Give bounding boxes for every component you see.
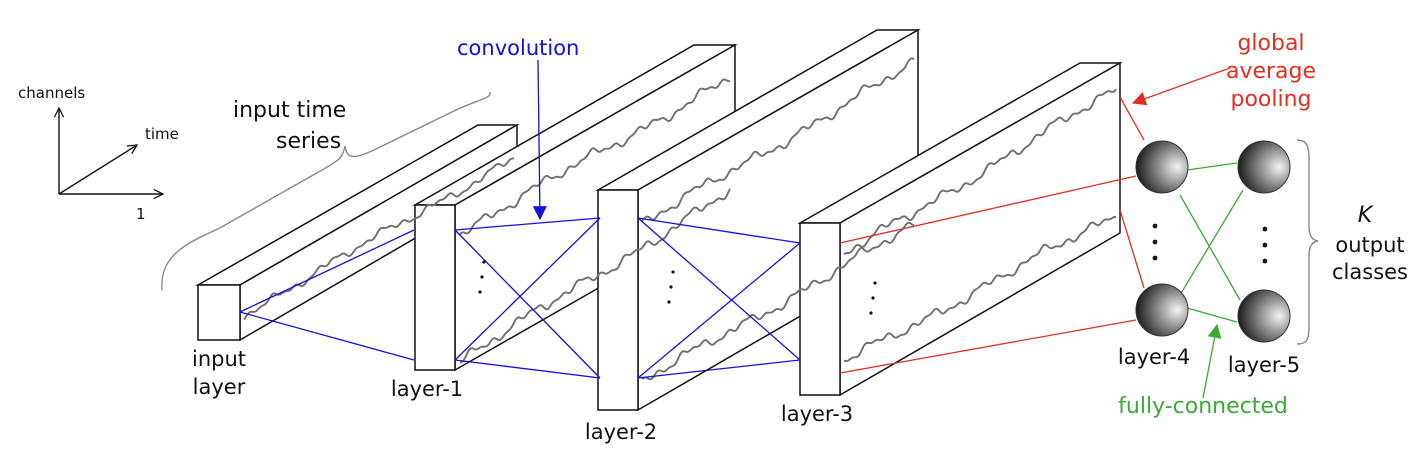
pooling-connections	[839, 96, 1145, 374]
layer-1-label: layer-1	[391, 377, 463, 401]
time-axis-label: time	[145, 125, 179, 143]
layer-3-signal-bottom	[843, 215, 1117, 363]
channels-axis-label: channels	[18, 84, 85, 102]
gap-label-3: pooling	[1230, 87, 1311, 112]
convolution-arrow	[532, 59, 547, 221]
fully-connected-connections	[1179, 162, 1244, 323]
layer-5-neurons	[1237, 140, 1291, 343]
layer-5-label: layer-5	[1228, 353, 1300, 377]
layer-4-label: layer-4	[1118, 345, 1190, 369]
layer-4-neurons	[1135, 140, 1189, 337]
input-signal	[243, 157, 515, 321]
k-symbol: K	[1358, 203, 1374, 228]
output-brace	[1296, 139, 1319, 345]
layer-1-signal-top	[459, 78, 731, 236]
output-label-2: classes	[1332, 260, 1408, 284]
convolution-connections	[239, 217, 801, 379]
layer-2-block	[595, 28, 921, 412]
layer-4-neuron-bottom	[1135, 283, 1189, 337]
input-time-series-label-2: series	[276, 129, 341, 154]
fully-connected-label: fully-connected	[1118, 394, 1288, 419]
layer-5-neuron-top	[1237, 140, 1291, 194]
input-time-series-label-1: input time	[233, 98, 346, 123]
convolution-label: convolution	[457, 36, 579, 60]
gap-label-1: global	[1237, 31, 1304, 56]
input-series-brace	[161, 91, 491, 291]
layer-3-block	[797, 61, 1123, 397]
layer-3-signal-top	[843, 88, 1117, 255]
output-label-1: output	[1335, 233, 1404, 257]
time-axis	[58, 145, 137, 195]
layer-2-label: layer-2	[585, 420, 657, 444]
layer-3-label: layer-3	[781, 402, 853, 426]
layer-1-signal-bottom	[459, 188, 731, 364]
pooling-arrow	[1131, 67, 1231, 106]
input-layer-label-1: input	[192, 347, 246, 371]
axes-glyph: channels time 1	[18, 84, 179, 223]
gap-label-2: average	[1226, 59, 1316, 84]
layer-2-signal-top	[641, 57, 915, 222]
channel-ellipsis-marks	[478, 260, 877, 315]
layer-4-neuron-top	[1135, 140, 1189, 194]
input-layer-label-2: layer	[193, 375, 246, 399]
fully-connected-arrow	[1202, 323, 1222, 399]
time-series-signals	[243, 57, 1117, 381]
layer-5-neuron-bottom	[1237, 289, 1291, 343]
one-axis-label: 1	[136, 205, 146, 223]
layer-2-signal-bottom	[641, 221, 915, 381]
